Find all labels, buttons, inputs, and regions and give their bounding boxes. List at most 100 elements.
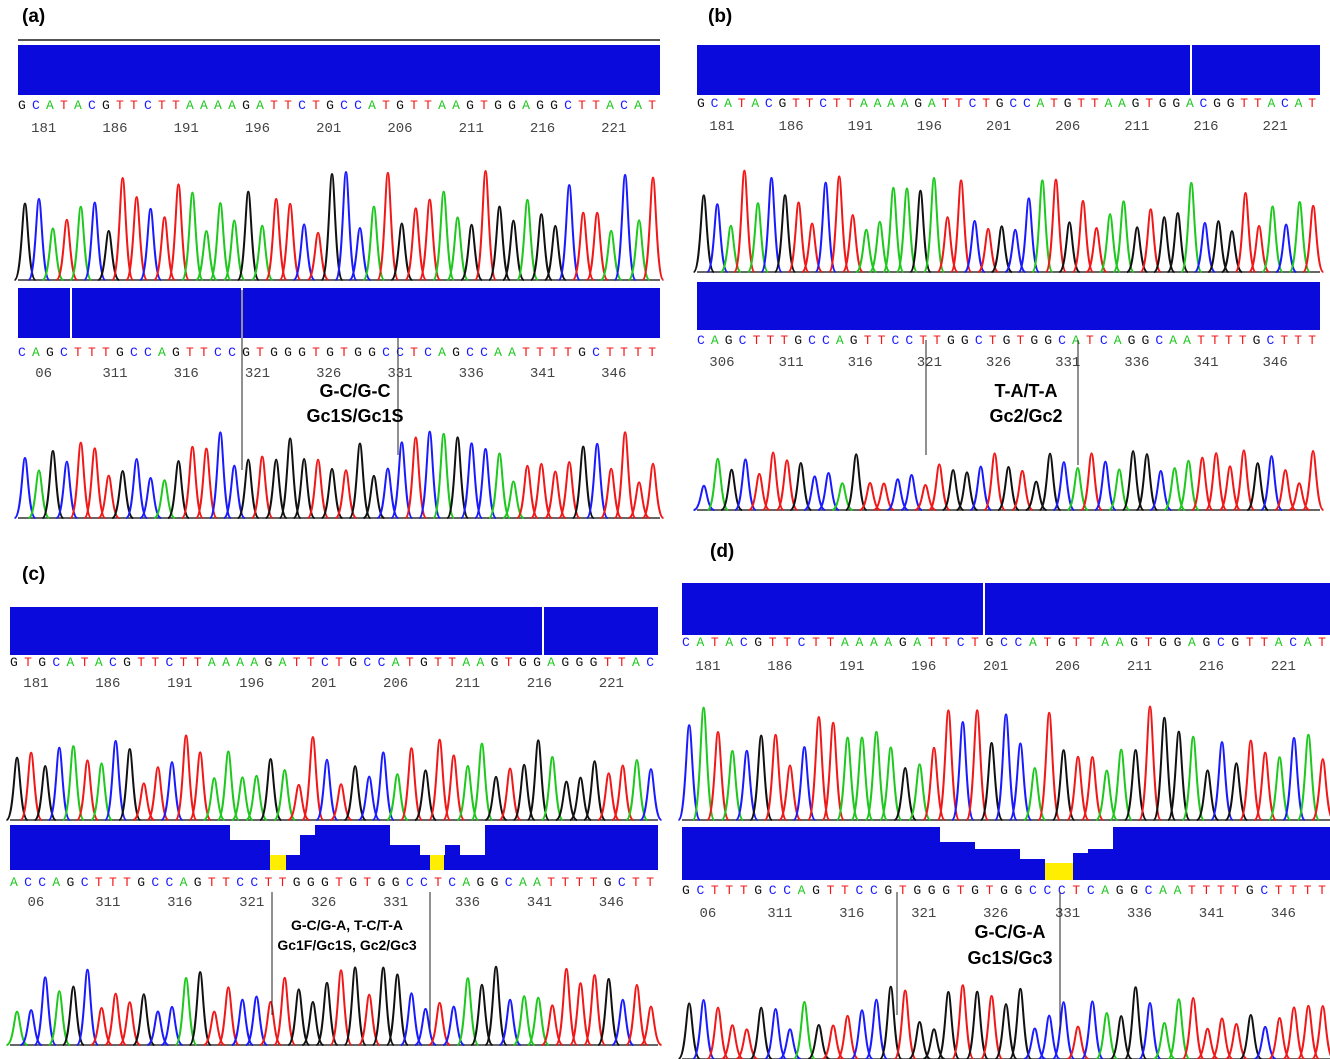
low-quality (1045, 863, 1073, 880)
peak (765, 735, 787, 820)
genotype: T-A/T-A (995, 381, 1058, 401)
position-number: 206 (1055, 659, 1080, 675)
quality-bar (10, 607, 658, 655)
peak (190, 752, 211, 820)
quality-bar (682, 583, 1330, 635)
peak (1303, 206, 1323, 272)
genotype-allele: Gc1F/Gc1S, Gc2/Gc3 (277, 937, 417, 953)
peak (345, 967, 366, 1045)
position-number: 346 (599, 895, 624, 911)
position-number: 346 (1271, 906, 1296, 922)
chromatogram (6, 735, 661, 820)
position-number: 311 (102, 366, 127, 382)
peak (829, 176, 849, 272)
quality-dip (975, 827, 1020, 849)
peak (894, 991, 916, 1059)
position-number: 191 (174, 121, 199, 137)
position-number: 181 (23, 676, 48, 692)
peak (349, 444, 370, 518)
figure: (a) GCATACGTTCTTAAAAGATTCTGCCATGTTAAGTGGA… (0, 0, 1330, 1059)
position-number: 311 (95, 895, 120, 911)
peak (377, 173, 398, 280)
position-number: 311 (767, 906, 792, 922)
genotype: G-C/G-A, T-C/T-A (291, 917, 403, 933)
position-number: 336 (455, 895, 480, 911)
peak (238, 192, 259, 280)
peak (190, 972, 211, 1045)
position-number: 196 (245, 121, 270, 137)
quality-dip (940, 827, 975, 842)
base-calls: CAGCTTTGCCAGTTCCGTGGGTGTGGCCTCAGCCAATTTT… (18, 345, 656, 360)
position-number: 346 (601, 366, 626, 382)
position-number: 341 (527, 895, 552, 911)
quality-dip (230, 825, 270, 840)
position-number: 341 (530, 366, 555, 382)
position-number: 196 (917, 119, 942, 135)
position-number: 216 (530, 121, 555, 137)
position-number: 196 (239, 676, 264, 692)
panel-label: (b) (708, 6, 732, 27)
position-number: 331 (1055, 355, 1080, 371)
peak (1046, 180, 1066, 272)
quality-dip (1073, 827, 1088, 853)
position-number: 201 (983, 659, 1008, 675)
quality-dip (1088, 827, 1113, 849)
peak (721, 226, 741, 272)
position-number: 206 (383, 676, 408, 692)
peak (471, 744, 492, 820)
peak (1073, 201, 1093, 272)
quality-dip (390, 825, 420, 845)
position-number: 206 (387, 121, 412, 137)
position-number: 336 (1127, 906, 1152, 922)
peak (951, 180, 971, 272)
base-calls: CATACGTTCTTAAAAGATTCTGCCATGTTAAGTGGAGCGT… (682, 635, 1326, 650)
quality-bar (697, 282, 1320, 330)
position-number: 221 (599, 676, 624, 692)
position-number: 201 (986, 119, 1011, 135)
base-calls: CAGCTTTGCCAGTTCCTTGGCTGTGGCATCAGGCAATTTT… (697, 333, 1316, 348)
position-number: 306 (709, 355, 734, 371)
base-calls: GCATACGTTCTTAAAAGATTCTGCCATGTTAAGTGGAGGC… (18, 98, 656, 113)
peak (626, 985, 647, 1045)
position-number: 181 (709, 119, 734, 135)
peak (210, 432, 231, 518)
chromatogram (694, 450, 1324, 510)
position-number: 196 (911, 659, 936, 675)
peak (615, 432, 636, 518)
peak (1113, 201, 1133, 272)
quality-bar (18, 288, 660, 338)
position-number: 211 (459, 121, 484, 137)
peak (615, 175, 636, 280)
peak (1139, 1003, 1161, 1059)
peak (84, 448, 105, 518)
position-number: 316 (839, 906, 864, 922)
position-number: 221 (1271, 659, 1296, 675)
quality-dip (460, 825, 485, 855)
bar-gap (1190, 45, 1192, 95)
position-number: 341 (1193, 355, 1218, 371)
peak (794, 1002, 816, 1059)
peak (643, 178, 664, 280)
base-calls: GTGCATACGTTCTTAAAAGATTCTGCCATGTTAAGTGGAG… (10, 655, 654, 670)
panel-label: (a) (22, 6, 45, 27)
peak (28, 199, 49, 280)
position-number: 06 (700, 906, 717, 922)
peak (336, 172, 357, 280)
position-number: 316 (167, 895, 192, 911)
peak (308, 233, 329, 280)
peak (846, 454, 867, 510)
peak (1303, 451, 1324, 510)
position-number: 191 (167, 676, 192, 692)
position-number: 326 (986, 355, 1011, 371)
position-number: 186 (767, 659, 792, 675)
chromatogram (15, 432, 664, 518)
position-number: 181 (31, 121, 56, 137)
peak (542, 757, 563, 820)
quality-dip (300, 825, 315, 835)
position-number: 221 (1263, 119, 1288, 135)
chromatogram (6, 967, 661, 1045)
peak (489, 454, 510, 518)
panel-label: (c) (22, 564, 45, 585)
peak (218, 751, 239, 820)
bar-gap (70, 288, 72, 338)
